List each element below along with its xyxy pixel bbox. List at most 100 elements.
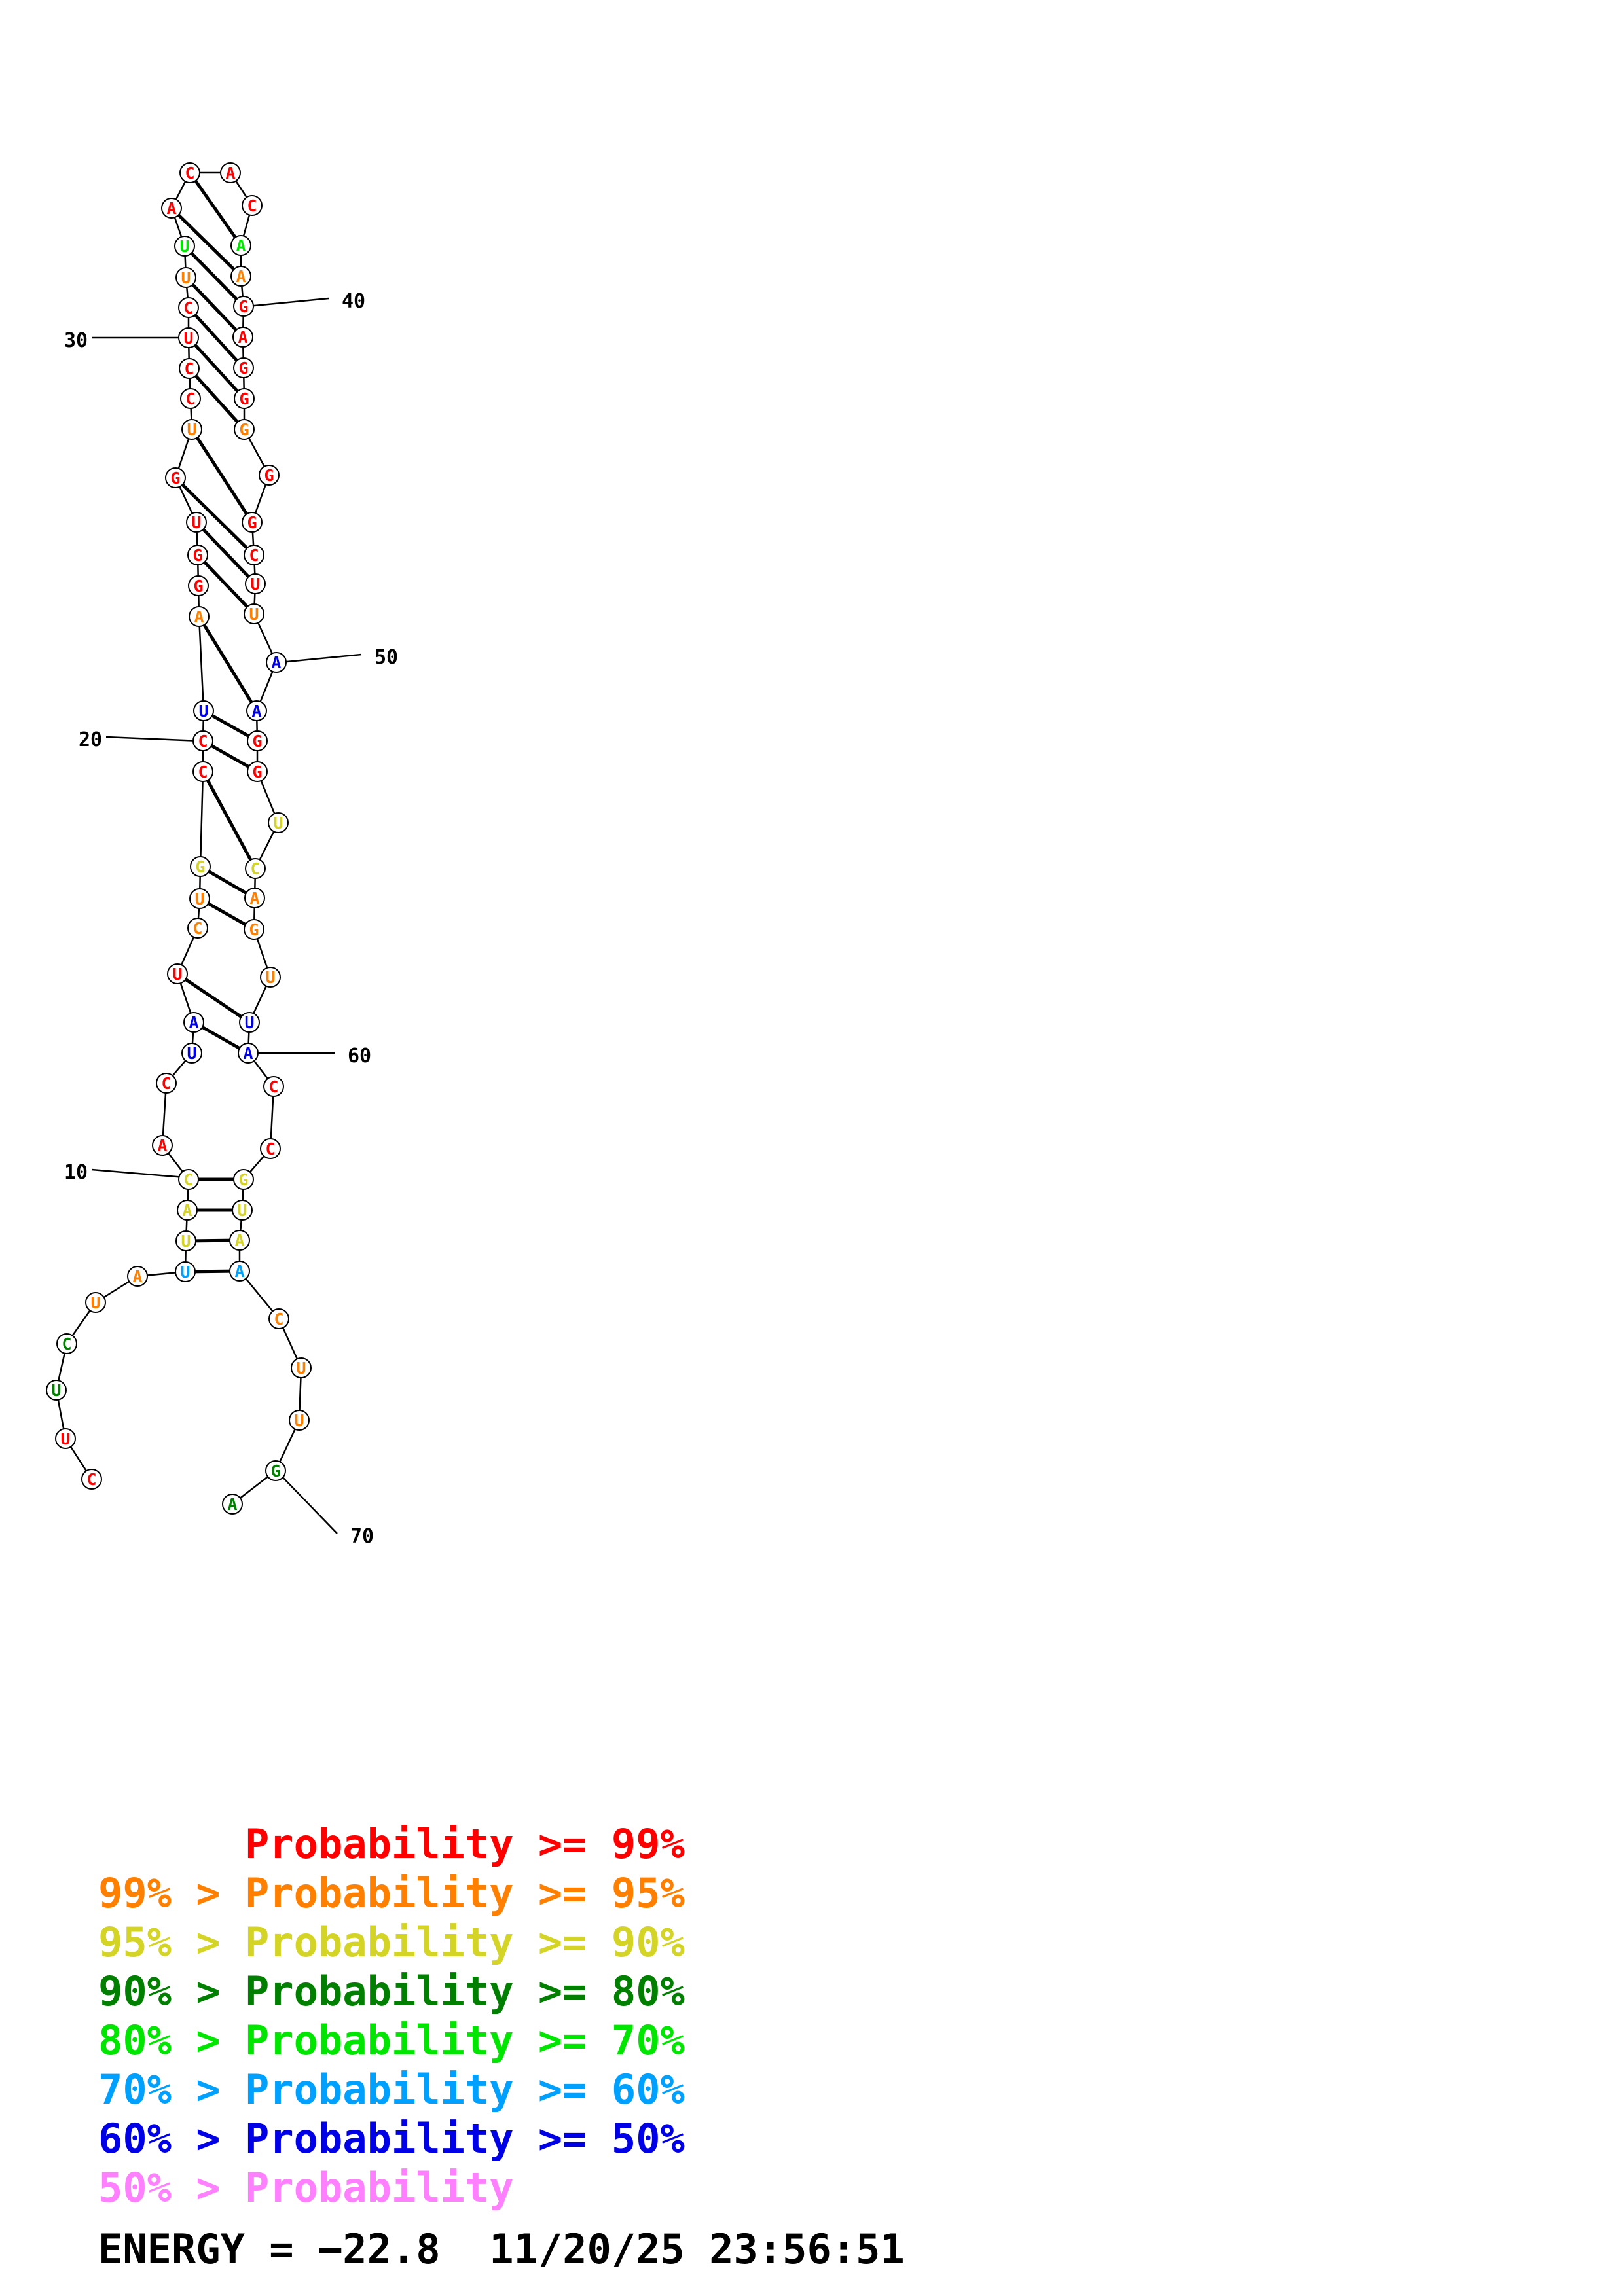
nucleotide: U [245, 573, 266, 594]
nucleotide: C [242, 195, 263, 216]
nucleotide-circle [161, 198, 182, 219]
nucleotide-letter: G [264, 466, 274, 485]
nucleotide: U [232, 1200, 253, 1221]
legend-prefix: 95% > [98, 1918, 245, 1966]
base-pair-bond [196, 554, 255, 615]
nucleotide-circle [187, 545, 208, 565]
nucleotide-circle [233, 1169, 254, 1190]
nucleotide-letter: G [170, 469, 180, 488]
base-pair-bond [188, 367, 246, 431]
nucleotide: U [260, 967, 281, 988]
nucleotide: U [181, 419, 202, 440]
base-pair-bond [195, 521, 257, 585]
nucleotide-circle [234, 388, 255, 409]
nucleotide: G [233, 296, 254, 317]
nucleotide: G [233, 1169, 254, 1190]
nucleotide: U [239, 1012, 260, 1033]
nucleotide-letter: U [250, 575, 260, 594]
legend-prefix: 99% > [98, 1869, 245, 1917]
nucleotide-circle [245, 573, 266, 594]
nucleotide-circle [239, 1012, 260, 1033]
nucleotide-circle [193, 700, 214, 721]
nucleotide-circle [268, 1308, 289, 1329]
nucleotide-letter: A [234, 1262, 244, 1281]
position-label: 40 [342, 290, 365, 313]
nucleotide: A [220, 162, 241, 183]
nucleotide-circle [234, 419, 255, 440]
nucleotide-letter: G [195, 857, 205, 876]
nucleotide-circle [189, 888, 210, 909]
nucleotide-letter: G [239, 420, 249, 439]
legend-entry: 99% > Probability >= 95% [98, 1869, 685, 1918]
nucleotide: G [188, 575, 209, 596]
nucleotide: A [246, 700, 267, 721]
base-pair-bond [190, 428, 254, 524]
nucleotide: U [268, 812, 289, 833]
nucleotide: C [179, 162, 200, 183]
nucleotide-circle [260, 967, 281, 988]
nucleotide: C [178, 1169, 199, 1190]
nucleotide-letter: A [157, 1136, 167, 1155]
nucleotide-circle [190, 856, 211, 877]
nucleotide: G [244, 919, 264, 940]
nucleotide-circle [291, 1357, 312, 1378]
nucleotide-letter: C [185, 164, 194, 183]
nucleotide: U [46, 1380, 67, 1401]
legend-label: Probability >= 95% [244, 1869, 685, 1917]
base-pair-bond [197, 615, 259, 712]
nucleotide: U [175, 1230, 196, 1251]
nucleotide: C [260, 1138, 281, 1159]
position-label: 10 [64, 1161, 88, 1184]
nucleotide-circle [187, 918, 208, 939]
nucleotide-circle [152, 1135, 173, 1156]
nucleotide-circle [127, 1266, 148, 1287]
nucleotide: A [229, 1230, 250, 1251]
legend-label: Probability >= 80% [244, 1967, 685, 2015]
nucleotide-circle [230, 266, 251, 287]
nucleotide: A [230, 235, 251, 256]
nucleotide: U [55, 1428, 76, 1449]
base-pair-bond [201, 770, 257, 870]
base-pair-bond [187, 336, 246, 400]
nucleotide-letter: A [238, 328, 247, 347]
nucleotide-letter: U [187, 420, 196, 439]
nucleotide-letter: C [62, 1335, 71, 1354]
base-pair-bond [170, 207, 242, 278]
nucleotide-letter: G [249, 920, 259, 939]
base-pair-bond [187, 306, 245, 369]
nucleotide-circle [46, 1380, 67, 1401]
legend-prefix [98, 1820, 245, 1868]
nucleotide: G [247, 761, 268, 782]
nucleotide-circle [238, 1043, 259, 1064]
nucleotide-circle [178, 1169, 199, 1190]
energy-value: ENERGY = −22.8 [98, 2225, 441, 2273]
nucleotide: C [81, 1469, 102, 1490]
nucleotide-letter: A [251, 702, 261, 721]
nucleotide-letter: U [172, 965, 182, 984]
nucleotide-letter: U [265, 968, 275, 987]
position-label: 60 [348, 1045, 371, 1067]
position-tick-line [277, 1471, 338, 1534]
nucleotide-letter: G [238, 1170, 248, 1189]
nucleotide-circle [180, 388, 201, 409]
nucleotide-letter: A [243, 1044, 253, 1063]
nucleotide-letter: U [294, 1411, 304, 1430]
nucleotide: C [156, 1073, 177, 1094]
nucleotide-circle [179, 358, 200, 379]
nucleotide-letter: C [249, 546, 259, 565]
legend-entry: 50% > Probability [98, 2163, 685, 2212]
nucleotide: C [263, 1076, 284, 1097]
base-pair-bond [188, 171, 243, 247]
nucleotide: G [187, 545, 208, 565]
legend-entry: Probability >= 99% [98, 1820, 685, 1869]
nucleotide-circle [260, 1138, 281, 1159]
legend-entry: 90% > Probability >= 80% [98, 1967, 685, 2016]
nucleotide-circle [181, 1043, 202, 1064]
nucleotide: U [189, 888, 210, 909]
nucleotide: U [244, 603, 264, 624]
nucleotide: A [230, 266, 251, 287]
nucleotide-letter: A [271, 653, 281, 672]
legend-entry: 60% > Probability >= 50% [98, 2114, 685, 2163]
nucleotide-letter: U [51, 1381, 61, 1400]
nucleotide-letter: G [239, 389, 249, 408]
